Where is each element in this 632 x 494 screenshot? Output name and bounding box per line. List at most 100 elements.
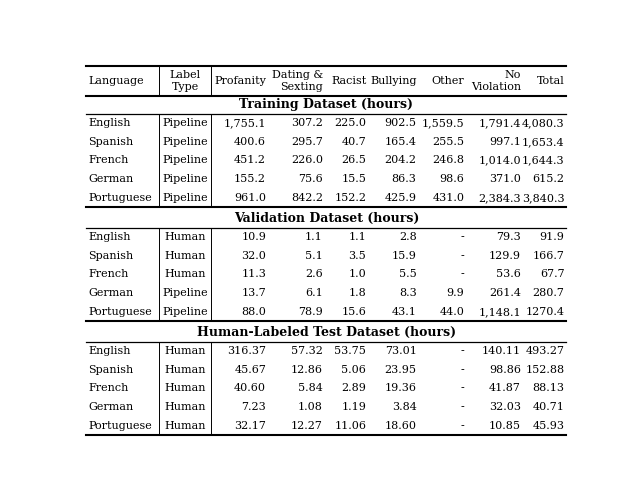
Text: Spanish: Spanish [88, 251, 133, 261]
Text: 41.87: 41.87 [489, 383, 521, 393]
Text: 493.27: 493.27 [525, 346, 564, 356]
Text: 45.93: 45.93 [532, 421, 564, 431]
Text: -: - [461, 402, 465, 412]
Text: 140.11: 140.11 [482, 346, 521, 356]
Text: 5.84: 5.84 [298, 383, 323, 393]
Text: Total: Total [537, 76, 564, 86]
Text: -: - [461, 421, 465, 431]
Text: 425.9: 425.9 [385, 193, 416, 203]
Text: Pipeline: Pipeline [162, 156, 208, 165]
Text: English: English [88, 346, 131, 356]
Text: 961.0: 961.0 [234, 193, 266, 203]
Text: Pipeline: Pipeline [162, 137, 208, 147]
Text: Human: Human [165, 402, 206, 412]
Text: 13.7: 13.7 [241, 288, 266, 298]
Text: Validation Dataset (hours): Validation Dataset (hours) [234, 212, 419, 225]
Text: -: - [461, 232, 465, 242]
Text: Human: Human [165, 269, 206, 280]
Text: Portuguese: Portuguese [88, 421, 152, 431]
Text: 166.7: 166.7 [533, 251, 564, 261]
Text: Other: Other [432, 76, 465, 86]
Text: 246.8: 246.8 [432, 156, 465, 165]
Text: 902.5: 902.5 [385, 118, 416, 128]
Text: -: - [461, 383, 465, 393]
Text: Human: Human [165, 232, 206, 242]
Text: 7.23: 7.23 [241, 402, 266, 412]
Text: 129.9: 129.9 [489, 251, 521, 261]
Text: 15.9: 15.9 [392, 251, 416, 261]
Text: 75.6: 75.6 [298, 174, 323, 184]
Text: 1,148.1: 1,148.1 [478, 307, 521, 317]
Text: English: English [88, 118, 131, 128]
Text: 2.6: 2.6 [305, 269, 323, 280]
Text: 98.86: 98.86 [489, 365, 521, 374]
Text: 225.0: 225.0 [334, 118, 367, 128]
Text: 3,840.3: 3,840.3 [522, 193, 564, 203]
Text: 1,644.3: 1,644.3 [522, 156, 564, 165]
Text: 1.1: 1.1 [305, 232, 323, 242]
Text: No
Violation: No Violation [471, 70, 521, 92]
Text: 2.8: 2.8 [399, 232, 416, 242]
Text: 57.32: 57.32 [291, 346, 323, 356]
Text: 255.5: 255.5 [432, 137, 465, 147]
Text: 5.5: 5.5 [399, 269, 416, 280]
Text: 3.5: 3.5 [348, 251, 367, 261]
Text: French: French [88, 269, 129, 280]
Text: 79.3: 79.3 [496, 232, 521, 242]
Text: 40.7: 40.7 [341, 137, 367, 147]
Text: 997.1: 997.1 [489, 137, 521, 147]
Text: Pipeline: Pipeline [162, 118, 208, 128]
Text: 19.36: 19.36 [385, 383, 416, 393]
Text: 44.0: 44.0 [439, 307, 465, 317]
Text: 2.89: 2.89 [341, 383, 367, 393]
Text: Training Dataset (hours): Training Dataset (hours) [240, 98, 413, 112]
Text: -: - [461, 251, 465, 261]
Text: -: - [461, 269, 465, 280]
Text: 1,559.5: 1,559.5 [422, 118, 465, 128]
Text: 43.1: 43.1 [392, 307, 416, 317]
Text: 1.1: 1.1 [348, 232, 367, 242]
Text: 5.06: 5.06 [341, 365, 367, 374]
Text: Racist: Racist [331, 76, 367, 86]
Text: 3.84: 3.84 [392, 402, 416, 412]
Text: 88.0: 88.0 [241, 307, 266, 317]
Text: 32.0: 32.0 [241, 251, 266, 261]
Text: Human: Human [165, 346, 206, 356]
Text: 1,014.0: 1,014.0 [478, 156, 521, 165]
Text: 307.2: 307.2 [291, 118, 323, 128]
Text: 73.01: 73.01 [385, 346, 416, 356]
Text: 1,653.4: 1,653.4 [522, 137, 564, 147]
Text: Human-Labeled Test Dataset (hours): Human-Labeled Test Dataset (hours) [197, 327, 456, 339]
Text: Pipeline: Pipeline [162, 288, 208, 298]
Text: German: German [88, 402, 133, 412]
Text: Bullying: Bullying [370, 76, 416, 86]
Text: Human: Human [165, 421, 206, 431]
Text: Profanity: Profanity [214, 76, 266, 86]
Text: 91.9: 91.9 [540, 232, 564, 242]
Text: 204.2: 204.2 [385, 156, 416, 165]
Text: 165.4: 165.4 [385, 137, 416, 147]
Text: 9.9: 9.9 [447, 288, 465, 298]
Text: 18.60: 18.60 [385, 421, 416, 431]
Text: 316.37: 316.37 [227, 346, 266, 356]
Text: Human: Human [165, 365, 206, 374]
Text: 280.7: 280.7 [533, 288, 564, 298]
Text: 10.85: 10.85 [489, 421, 521, 431]
Text: German: German [88, 288, 133, 298]
Text: 26.5: 26.5 [341, 156, 367, 165]
Text: Language: Language [88, 76, 144, 86]
Text: English: English [88, 232, 131, 242]
Text: 5.1: 5.1 [305, 251, 323, 261]
Text: 261.4: 261.4 [489, 288, 521, 298]
Text: 1.8: 1.8 [348, 288, 367, 298]
Text: 12.27: 12.27 [291, 421, 323, 431]
Text: 295.7: 295.7 [291, 137, 323, 147]
Text: 88.13: 88.13 [532, 383, 564, 393]
Text: 431.0: 431.0 [432, 193, 465, 203]
Text: 98.6: 98.6 [439, 174, 465, 184]
Text: 842.2: 842.2 [291, 193, 323, 203]
Text: 400.6: 400.6 [234, 137, 266, 147]
Text: 32.17: 32.17 [234, 421, 266, 431]
Text: 12.86: 12.86 [291, 365, 323, 374]
Text: Dating &
Sexting: Dating & Sexting [272, 70, 323, 92]
